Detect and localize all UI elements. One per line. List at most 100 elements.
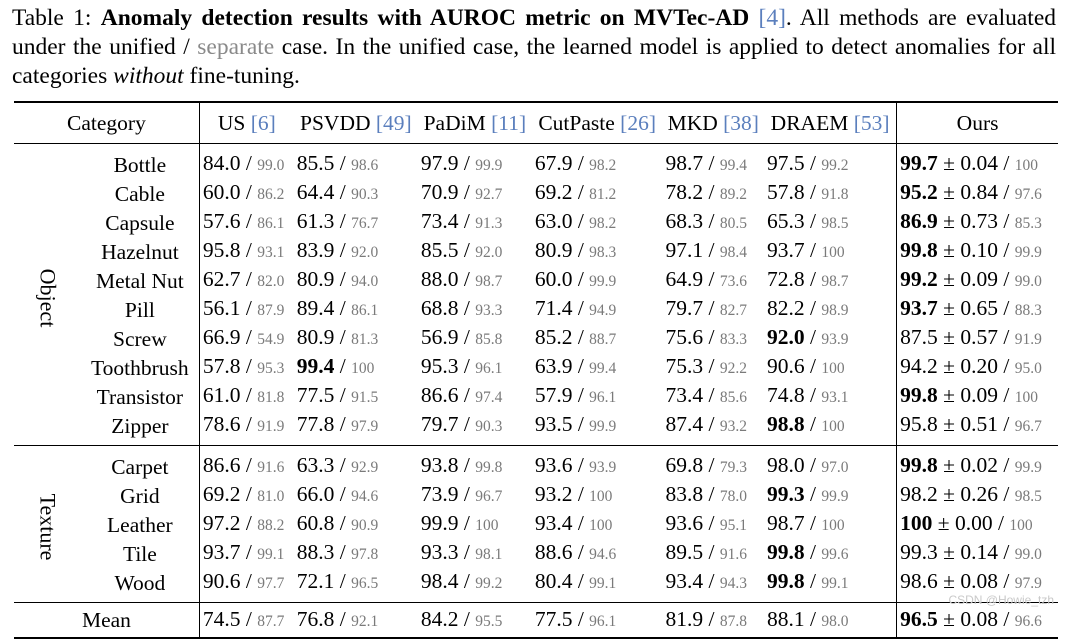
unified-score: 98.8	[767, 412, 805, 436]
slash: /	[334, 453, 352, 477]
score-cell: 97.2 / 88.2	[198, 510, 294, 539]
method-ref[interactable]: [11]	[491, 110, 527, 135]
header-row: Category US [6] PSVDD [49] PaDiM [11] CutPa…	[14, 101, 1058, 144]
separate-score: 87.8	[719, 612, 748, 630]
score-cell: 84.2 / 95.5	[417, 602, 532, 639]
separate-score: 79.3	[719, 459, 748, 476]
ours-cell: 99.8 ± 0.02 / 99.9	[896, 445, 1058, 481]
separate-score: 86.2	[257, 186, 285, 203]
slash: /	[997, 383, 1015, 407]
separate-score: 85.6	[719, 389, 748, 406]
unified-score: 99.9	[420, 511, 459, 535]
method-ref[interactable]: [38]	[723, 110, 759, 135]
score-cell: 85.2 / 88.7	[532, 324, 663, 353]
separate-score: 92.1	[351, 612, 379, 630]
header-method: MKD [38]	[662, 101, 765, 144]
slash: /	[334, 412, 352, 436]
score-cell: 98.7 / 100	[764, 510, 897, 539]
unified-score: 85.5	[296, 151, 335, 175]
score-cell: 97.9 / 99.9	[418, 144, 532, 180]
separate-score: 98.6	[351, 157, 379, 174]
separate-score: 54.9	[257, 331, 285, 348]
slash: /	[458, 238, 476, 262]
unified-score: 66.9	[202, 325, 241, 349]
slash: /	[572, 151, 590, 175]
slash: /	[703, 296, 720, 320]
unified-score: 77.5	[296, 383, 335, 407]
separate-score: 78.0	[719, 488, 748, 505]
score-cell: 71.4 / 94.9	[532, 295, 663, 324]
separate-score: 96.7	[475, 488, 503, 505]
separate-score: 94.6	[351, 488, 379, 505]
category-name: Transistor	[96, 384, 184, 409]
separate-score: 89.2	[719, 186, 748, 203]
separate-score: 95.0	[1014, 360, 1042, 377]
score-cell: 57.8 / 91.8	[764, 179, 897, 208]
separate-score: 91.6	[257, 459, 285, 476]
ours-cell: 93.7 ± 0.65 / 88.3	[896, 295, 1058, 324]
slash: /	[997, 267, 1015, 291]
std-dev: ± 0.08	[937, 569, 998, 593]
score-cell: 75.3 / 92.2	[663, 353, 765, 382]
unified-score: 95.3	[420, 354, 459, 378]
category-name: Screw	[113, 326, 167, 351]
slash: /	[572, 569, 590, 593]
separate-score: 76.7	[351, 215, 379, 232]
score-cell: 80.9 / 94.0	[294, 266, 418, 295]
ours-cell: 99.8 ± 0.09 / 100	[896, 382, 1058, 411]
separate-score: 98.7	[821, 273, 849, 290]
unified-score: 65.3	[767, 209, 805, 233]
slash: /	[458, 511, 476, 535]
method-ref[interactable]: [26]	[620, 110, 656, 135]
separate-score: 82.0	[257, 273, 285, 290]
slash: /	[703, 325, 720, 349]
separate-score: 92.7	[475, 186, 503, 203]
caption-text-1: . All methods are evaluated under the un…	[12, 5, 1057, 60]
method-name: PSVDD	[300, 110, 376, 135]
slash: /	[334, 296, 352, 320]
score-cell: 61.3 / 76.7	[294, 208, 418, 237]
separate-score: 98.0	[821, 612, 849, 630]
score-cell: 78.6 / 91.9	[198, 411, 294, 446]
table-row: Capsule 57.6 / 86.1 61.3 / 76.7 73.4 / 91.3…	[14, 208, 1058, 237]
std-dev: ± 0.09	[937, 383, 998, 407]
slash: /	[703, 412, 720, 436]
separate-score: 99.1	[257, 546, 285, 563]
score-cell: 64.9 / 73.6	[663, 266, 765, 295]
score-cell: 63.3 / 92.9	[294, 446, 418, 482]
score-cell: 77.5 / 91.5	[294, 382, 418, 411]
method-ref[interactable]: [53]	[853, 110, 890, 135]
slash: /	[572, 606, 590, 631]
caption-ref[interactable]: [4]	[758, 5, 786, 31]
separate-score: 83.3	[719, 331, 748, 348]
unified-score: 57.6	[202, 209, 241, 233]
method-ref[interactable]: [6]	[250, 110, 276, 135]
header-method: DRAEM [53]	[764, 101, 897, 144]
slash: /	[997, 325, 1015, 349]
unified-score: 69.2	[202, 482, 241, 506]
score-cell: 73.9 / 96.7	[418, 481, 532, 510]
separate-score: 80.5	[719, 215, 748, 232]
separate-score: 99.6	[821, 546, 849, 563]
score-cell: 61.0 / 81.8	[198, 382, 294, 411]
slash: /	[240, 383, 258, 407]
score-cell: 69.8 / 79.3	[663, 446, 765, 482]
slash: /	[458, 383, 476, 407]
std-dev: ± 0.00	[932, 511, 993, 535]
unified-score: 79.7	[420, 412, 459, 436]
group-label-text: Object	[35, 268, 61, 327]
score-cell: 85.5 / 98.6	[294, 144, 418, 180]
unified-score: 64.4	[296, 180, 335, 204]
unified-score: 94.2	[900, 354, 938, 378]
unified-score: 61.0	[202, 383, 241, 407]
ours-cell: 99.2 ± 0.09 / 99.0	[896, 266, 1058, 295]
unified-score: 63.3	[296, 453, 335, 477]
header-method: CutPaste [26]	[531, 101, 663, 144]
separate-score: 93.1	[257, 244, 285, 261]
separate-score: 93.2	[719, 418, 748, 435]
separate-score: 87.7	[257, 612, 285, 630]
method-ref[interactable]: [49]	[375, 110, 412, 135]
method-name: Ours	[956, 110, 999, 135]
slash: /	[458, 412, 476, 436]
ours-cell: 95.8 ± 0.51 / 96.7	[896, 411, 1058, 446]
